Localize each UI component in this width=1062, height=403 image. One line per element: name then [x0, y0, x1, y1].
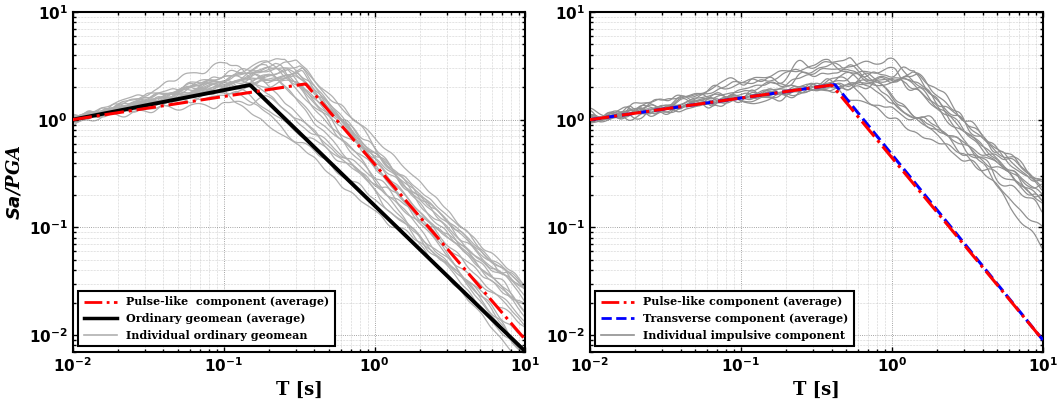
Legend: Pulse-like  component (average), Ordinary geomean (average), Individual ordinary: Pulse-like component (average), Ordinary… [79, 291, 335, 346]
Legend: Pulse-like component (average), Transverse component (average), Individual impul: Pulse-like component (average), Transver… [596, 291, 854, 346]
X-axis label: T [s]: T [s] [276, 381, 323, 399]
X-axis label: T [s]: T [s] [793, 381, 840, 399]
Y-axis label: $Sa$/PGA: $Sa$/PGA [4, 144, 23, 220]
